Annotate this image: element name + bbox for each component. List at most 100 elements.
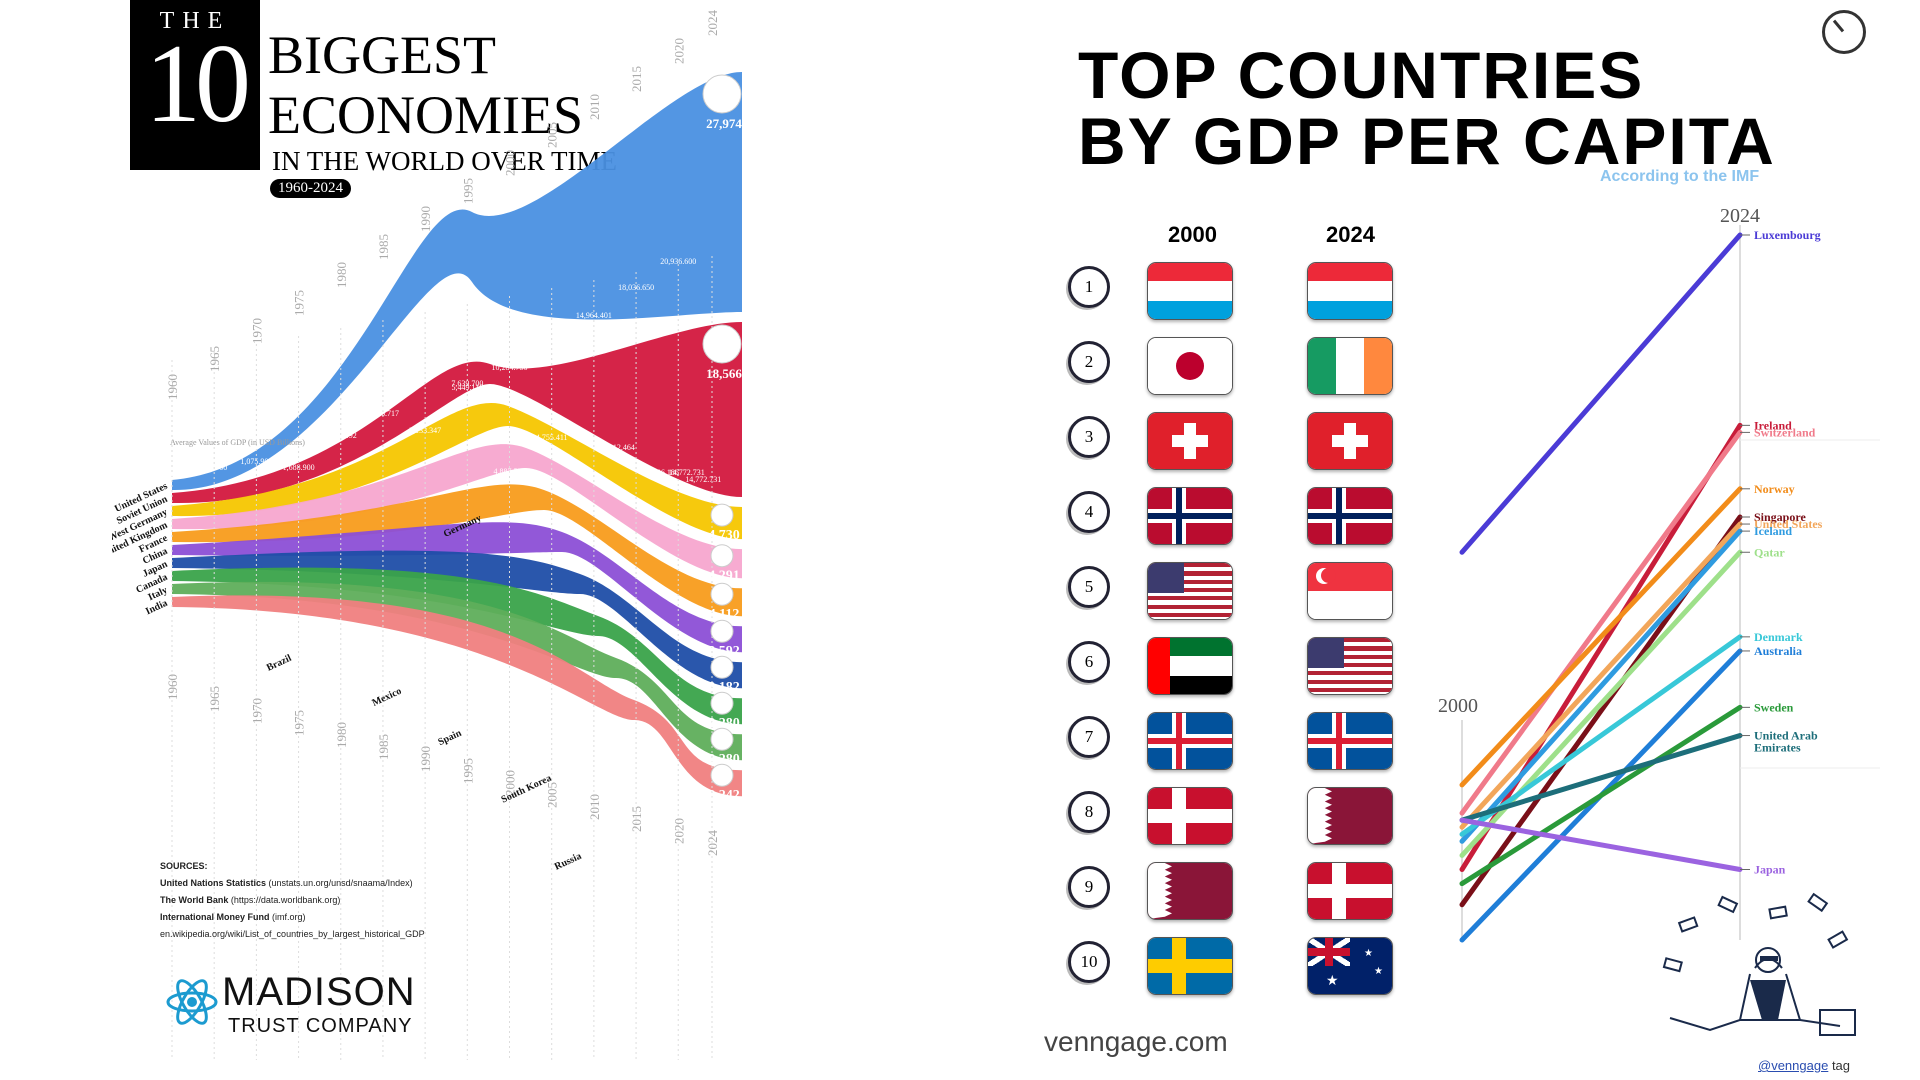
flag-2024-icon: ★ ★ ★: [1307, 937, 1393, 995]
source-item: International Money Fund (imf.org): [160, 912, 306, 922]
slope-series-label: Japan: [1754, 863, 1786, 877]
rank-badge: 8: [1068, 791, 1110, 833]
slope-series-line: [1459, 634, 1743, 837]
gdp-per-capita-infographic: TOP COUNTRIES BY GDP PER CAPITA Accordin…: [1010, 0, 1920, 1080]
country-flag-icon: [710, 763, 734, 787]
country-flag-icon: [702, 74, 742, 114]
year-tick-bottom: 2010: [587, 794, 602, 820]
slope-series-line: [1459, 704, 1743, 887]
series-value-label: 11,226.186: [643, 468, 679, 477]
final-value-label: 18,566: [706, 366, 742, 381]
stream-band: [172, 322, 742, 504]
year-tick-top: 2010: [587, 94, 602, 120]
initial-country-label: India: [144, 598, 169, 618]
venngage-tag[interactable]: @venngage tag: [1758, 1058, 1850, 1073]
year-tick-top: 2024: [705, 10, 720, 37]
entrant-country-label: Brazil: [265, 653, 294, 674]
title-the: THE: [159, 8, 231, 34]
country-flag-icon: [710, 582, 734, 606]
clock-icon: [1822, 10, 1866, 54]
flag-2024-icon: [1307, 487, 1393, 545]
rank-badge: 1: [1068, 266, 1110, 308]
title-over-time: IN THE WORLD OVER TIME: [272, 146, 617, 176]
slope-series-label: Ireland: [1754, 418, 1792, 432]
title-economies: ECONOMIES: [268, 85, 584, 145]
rank-badge: 3: [1068, 416, 1110, 458]
slope-series-line: [1459, 486, 1743, 788]
country-flag-icon: [710, 727, 734, 751]
year-tick-top: 1970: [249, 318, 264, 344]
flag-2000-icon: [1147, 637, 1233, 695]
year-tick-bottom: 2005: [545, 782, 560, 808]
venngage-handle-link[interactable]: @venngage: [1758, 1058, 1829, 1073]
flag-2000-icon: [1147, 337, 1233, 395]
series-value-label: 5,979.589: [409, 365, 441, 374]
source-item: United Nations Statistics (unstats.un.or…: [160, 878, 413, 888]
flag-2024-icon: [1307, 412, 1393, 470]
slope-series-label: Denmark: [1754, 630, 1803, 644]
year-tick-top: 1975: [292, 290, 307, 316]
column-header-2024: 2024: [1326, 222, 1375, 247]
flag-2000-icon: [1147, 787, 1233, 845]
series-value-label: 2,862.492: [325, 431, 357, 440]
rank-badge: 9: [1068, 866, 1110, 908]
final-value-label: 27,974: [706, 116, 742, 131]
rank-badge: 10: [1068, 941, 1110, 983]
slope-series-label: Australia: [1754, 644, 1802, 658]
unit-note: Average Values of GDP (in USD Billions): [170, 438, 305, 447]
flag-2000-icon: [1147, 262, 1233, 320]
slope-series-label: Luxembourg: [1754, 228, 1821, 242]
year-tick-bottom: 1970: [249, 698, 264, 724]
flag-2024-icon: [1307, 262, 1393, 320]
slope-series-label: Switzerland: [1754, 425, 1816, 439]
gdp-stream-chart: 1960 1960 1965 1965 1970 1970 1975 1975 1980 1980…: [112, 10, 742, 1060]
logo-trust-company: TRUST COMPANY: [228, 1015, 413, 1037]
slope-series-label: Sweden: [1754, 700, 1794, 714]
final-value-label: 3,182: [708, 680, 740, 695]
flag-2000-icon: [1147, 487, 1233, 545]
axis-label-2000: 2000: [1438, 695, 1478, 717]
column-header-2000: 2000: [1168, 222, 1217, 247]
year-tick-bottom: 1990: [418, 746, 433, 772]
country-flag-icon: [710, 691, 734, 715]
series-value-label: 14,964.401: [576, 311, 612, 320]
year-tick-top: 1965: [207, 346, 222, 372]
years-badge: 1960-2024: [270, 179, 351, 198]
country-flag-icon: [710, 503, 734, 527]
year-tick-top: 1995: [460, 178, 475, 204]
biggest-economies-infographic: THE 10 BIGGEST ECONOMIES IN THE WORLD OV…: [112, 0, 912, 1080]
flag-2000-icon: [1147, 412, 1233, 470]
final-value-label: 3,592: [708, 644, 740, 659]
year-tick-bottom: 2000: [503, 770, 518, 796]
flag-2000-icon: [1147, 937, 1233, 995]
slope-series-line: [1459, 817, 1743, 872]
slope-series-label: United Arab: [1754, 729, 1818, 743]
title-biggest: BIGGEST: [268, 25, 496, 85]
rank-badge: 6: [1068, 641, 1110, 683]
stream-band: [172, 595, 742, 797]
final-value-label: 4,112: [709, 607, 740, 622]
title-by-gdp: BY GDP PER CAPITA: [1078, 104, 1776, 178]
series-value-label: 7,639.700: [451, 379, 483, 388]
stream-band: [172, 444, 742, 579]
slope-series-line: [1459, 733, 1743, 823]
year-tick-top: 2000: [503, 150, 518, 176]
year-tick-bottom: 2024: [705, 830, 720, 857]
year-tick-bottom: 1975: [292, 710, 307, 736]
logo-madison: MADISON: [222, 970, 416, 1014]
stream-band: [172, 484, 742, 617]
slope-series-label: Emirates: [1754, 741, 1801, 755]
slope-series-label: Singapore: [1754, 510, 1806, 524]
year-tick-top: 1980: [334, 262, 349, 288]
sources-list: SOURCES: United Nations Statistics (unst…: [160, 858, 425, 943]
title-top-countries: TOP COUNTRIES: [1078, 38, 1645, 112]
country-flag-icon: [710, 655, 734, 679]
final-value-label: 4,730: [708, 528, 740, 543]
slope-series-line: [1459, 528, 1743, 844]
country-flag-icon: [710, 544, 734, 568]
title-block: THE 10: [130, 0, 260, 170]
flag-2024-icon: [1307, 637, 1393, 695]
axis-label-2024: 2024: [1720, 205, 1760, 227]
year-tick-top: 2005: [545, 122, 560, 148]
